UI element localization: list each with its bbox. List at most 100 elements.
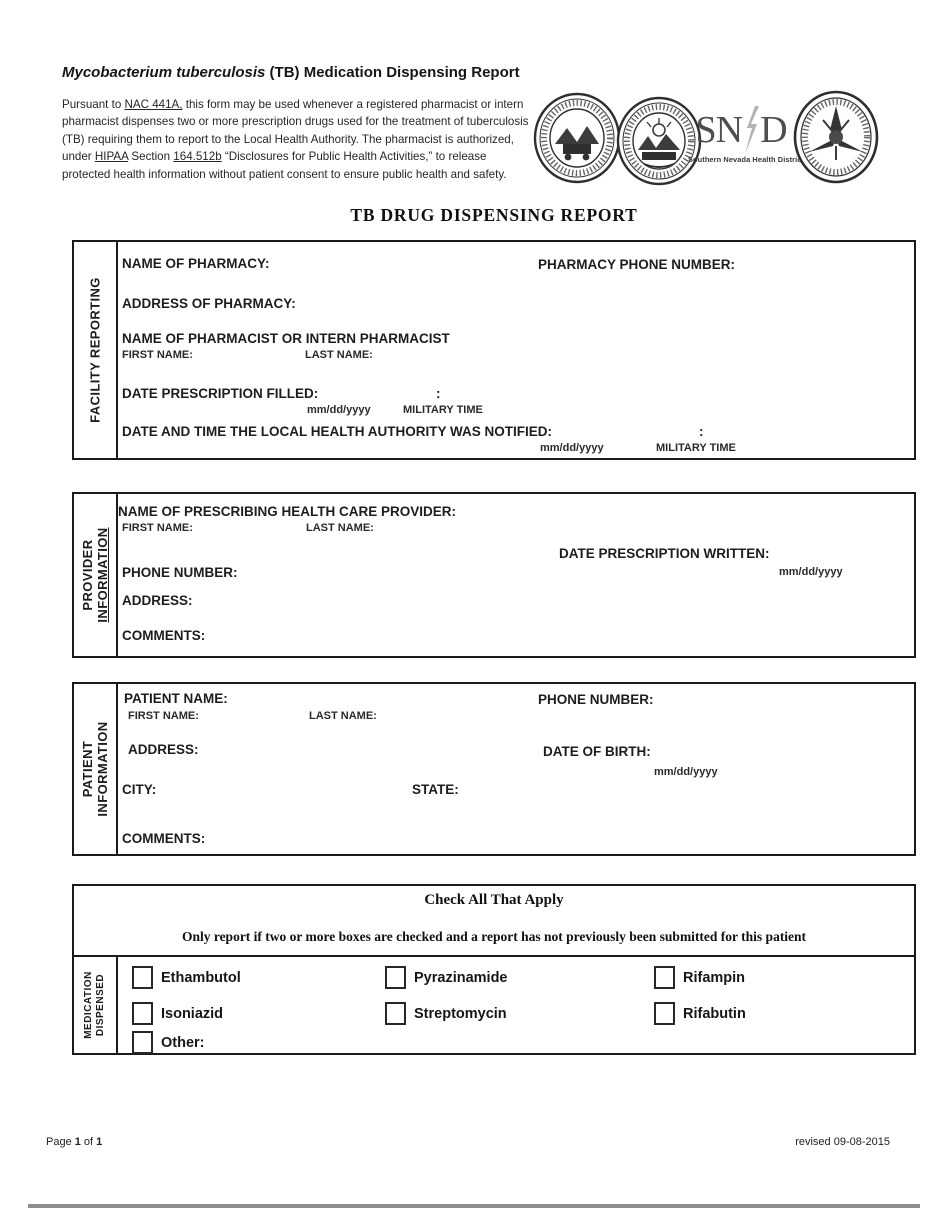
facility-first-name-label: FIRST NAME:: [122, 349, 193, 361]
medication-side-strip: MEDICATION DISPENSED: [74, 957, 118, 1053]
snhd-acronym: SN D: [688, 106, 794, 154]
patient-phone-label: PHONE NUMBER:: [538, 692, 654, 707]
checkbox-streptomycin[interactable]: [385, 1002, 406, 1025]
authority-notified-label: DATE AND TIME THE LOCAL HEALTH AUTHORITY…: [122, 424, 552, 439]
washoe-county-seal-icon: [793, 90, 879, 184]
provider-side-label: PROVIDER INFORMATION: [80, 527, 110, 622]
authority-notified-time-hint: MILITARY TIME: [656, 442, 736, 454]
page-total: 1: [96, 1136, 103, 1148]
provider-phone-label: PHONE NUMBER:: [122, 565, 238, 580]
medication-side-line2: DISPENSED: [95, 973, 106, 1037]
label-rifabutin: Rifabutin: [683, 1005, 746, 1022]
medication-option-streptomycin: Streptomycin: [385, 1002, 507, 1025]
facility-last-name-label: LAST NAME:: [305, 349, 373, 361]
medication-option-rifabutin: Rifabutin: [654, 1002, 746, 1025]
date-filled-label: DATE PRESCRIPTION FILLED:: [122, 386, 319, 401]
snhd-bolt-icon: [745, 106, 760, 154]
prescribing-provider-label: NAME OF PRESCRIBING HEALTH CARE PROVIDER…: [118, 504, 457, 519]
nac-441a-link[interactable]: NAC 441A,: [124, 98, 183, 111]
patient-side-label: PATIENT INFORMATION: [80, 721, 110, 816]
provider-side-line1: PROVIDER: [80, 539, 95, 611]
label-ethambutol: Ethambutol: [161, 969, 241, 986]
checkbox-pyrazinamide[interactable]: [385, 966, 406, 989]
provider-last-name-label: LAST NAME:: [306, 522, 374, 534]
page-title: TB DRUG DISPENSING REPORT: [350, 205, 638, 225]
patient-first-name-label: FIRST NAME:: [128, 710, 199, 722]
medication-option-isoniazid: Isoniazid: [132, 1002, 223, 1025]
authority-notified-date-hint: mm/dd/yyyy: [540, 442, 604, 454]
authority-notified-colon: :: [699, 424, 704, 439]
city-label: CITY:: [122, 782, 157, 797]
document-title-italic: Mycobacterium tuberculosis: [62, 64, 266, 81]
patient-side-strip: PATIENT INFORMATION: [74, 684, 118, 854]
snhd-caption: Southern Nevada Health District: [688, 155, 805, 164]
section-164512b-link[interactable]: 164.512b: [173, 150, 222, 164]
facility-reporting-section: FACILITY REPORTING NAME OF PHARMACY: PHA…: [72, 240, 916, 460]
provider-information-section: PROVIDER INFORMATION NAME OF PRESCRIBING…: [72, 492, 916, 658]
date-written-label: DATE PRESCRIPTION WRITTEN:: [559, 546, 770, 561]
pharmacist-name-heading: NAME OF PHARMACIST OR INTERN PHARMACIST: [122, 331, 450, 346]
agency-logos: SN D Southern Nevada Health District: [530, 88, 882, 188]
checkbox-rifampin[interactable]: [654, 966, 675, 989]
label-rifampin: Rifampin: [683, 969, 746, 986]
page-word: Page: [46, 1136, 75, 1148]
snhd-logo: SN D Southern Nevada Health District: [688, 106, 805, 164]
checkbox-rifabutin[interactable]: [654, 1002, 675, 1025]
label-other: Other:: [161, 1034, 205, 1051]
document-title: Mycobacterium tuberculosis (TB) Medicati…: [62, 64, 520, 81]
patient-information-section: PATIENT INFORMATION PATIENT NAME: PHONE …: [72, 682, 916, 856]
name-of-pharmacy-label: NAME OF PHARMACY:: [122, 256, 270, 271]
report-condition-note: Only report if two or more boxes are che…: [181, 929, 807, 944]
bottom-divider: [28, 1204, 920, 1208]
medication-option-other: Other:: [132, 1031, 205, 1054]
date-filled-date-hint: mm/dd/yyyy: [307, 404, 371, 416]
facility-side-strip: FACILITY REPORTING: [74, 242, 118, 458]
document-title-rest: (TB) Medication Dispensing Report: [265, 64, 520, 81]
medication-dispensed-section: Check All That Apply Only report if two …: [72, 884, 916, 1055]
label-isoniazid: Isoniazid: [161, 1005, 224, 1022]
patient-name-label: PATIENT NAME:: [124, 691, 228, 706]
check-all-title: Check All That Apply: [424, 892, 564, 908]
intro-text-1: Pursuant to: [62, 98, 125, 111]
checkbox-ethambutol[interactable]: [132, 966, 153, 989]
snhd-letters-sn: SN: [695, 109, 743, 151]
intro-text-2: this form may be used whenever a registe…: [62, 98, 529, 164]
patient-address-label: ADDRESS:: [128, 742, 199, 757]
medication-option-pyrazinamide: Pyrazinamide: [385, 966, 508, 989]
checkbox-isoniazid[interactable]: [132, 1002, 153, 1025]
medication-header: Check All That Apply Only report if two …: [74, 886, 914, 957]
carson-city-seal-icon: [533, 92, 621, 184]
label-pyrazinamide: Pyrazinamide: [414, 969, 508, 986]
provider-side-line2: INFORMATION: [95, 527, 110, 623]
label-streptomycin: Streptomycin: [414, 1005, 507, 1022]
nevada-state-seal-icon: [616, 96, 702, 186]
hipaa-link[interactable]: HIPAA: [94, 150, 129, 164]
medication-side-label: MEDICATION DISPENSED: [83, 971, 107, 1039]
medication-side-line1: MEDICATION: [83, 971, 94, 1039]
of-word: of: [80, 1136, 97, 1148]
state-label: STATE:: [412, 782, 459, 797]
intro-text-4: “Disclosures for Public Health Activitie…: [62, 150, 507, 181]
pharmacy-phone-label: PHARMACY PHONE NUMBER:: [538, 257, 736, 272]
provider-comments-label: COMMENTS:: [122, 628, 206, 643]
provider-side-strip: PROVIDER INFORMATION: [74, 494, 118, 656]
date-filled-colon: :: [436, 386, 441, 401]
medication-body: MEDICATION DISPENSED Ethambutol Pyrazina…: [74, 957, 914, 1054]
patient-side-line2: INFORMATION: [95, 721, 110, 817]
date-of-birth-label: DATE OF BIRTH:: [543, 744, 651, 759]
patient-side-line1: PATIENT: [80, 740, 95, 798]
medication-option-rifampin: Rifampin: [654, 966, 745, 989]
page-indicator: Page 1 of 1: [46, 1136, 102, 1148]
snhd-letters-d: D: [760, 109, 787, 151]
patient-last-name-label: LAST NAME:: [309, 710, 377, 722]
checkbox-other[interactable]: [132, 1031, 153, 1054]
medication-option-ethambutol: Ethambutol: [132, 966, 241, 989]
facility-side-label: FACILITY REPORTING: [87, 277, 103, 423]
revision-date: revised 09-08-2015: [795, 1136, 890, 1148]
page-number: 1: [74, 1136, 81, 1148]
address-of-pharmacy-label: ADDRESS OF PHARMACY:: [122, 296, 296, 311]
patient-comments-label: COMMENTS:: [122, 831, 206, 846]
date-of-birth-hint: mm/dd/yyyy: [654, 766, 718, 778]
intro-paragraph: Pursuant to NAC 441A, this form may be u…: [62, 96, 532, 183]
